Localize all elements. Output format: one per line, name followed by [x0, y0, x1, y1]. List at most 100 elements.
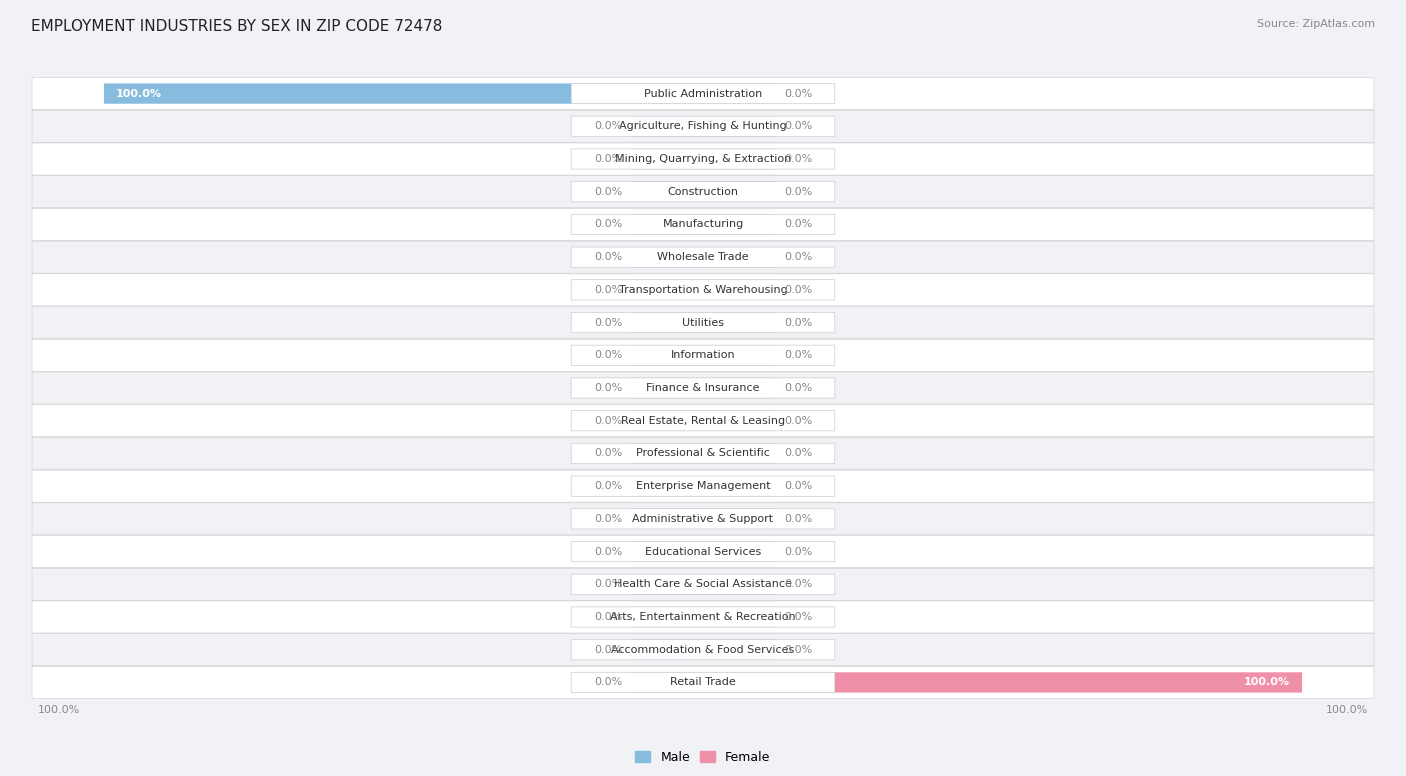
- Text: 0.0%: 0.0%: [593, 317, 621, 327]
- FancyBboxPatch shape: [32, 274, 1374, 306]
- FancyBboxPatch shape: [571, 345, 835, 365]
- FancyBboxPatch shape: [703, 672, 1302, 692]
- Text: 100.0%: 100.0%: [115, 88, 162, 99]
- FancyBboxPatch shape: [571, 84, 835, 104]
- Text: 0.0%: 0.0%: [785, 252, 813, 262]
- FancyBboxPatch shape: [32, 568, 1374, 601]
- Text: Educational Services: Educational Services: [645, 546, 761, 556]
- FancyBboxPatch shape: [703, 476, 775, 497]
- FancyBboxPatch shape: [703, 443, 775, 463]
- Text: Construction: Construction: [668, 187, 738, 197]
- Text: 0.0%: 0.0%: [593, 677, 621, 688]
- FancyBboxPatch shape: [32, 601, 1374, 633]
- FancyBboxPatch shape: [32, 175, 1374, 208]
- Text: Administrative & Support: Administrative & Support: [633, 514, 773, 524]
- Text: Source: ZipAtlas.com: Source: ZipAtlas.com: [1257, 19, 1375, 29]
- FancyBboxPatch shape: [631, 182, 703, 202]
- Text: Agriculture, Fishing & Hunting: Agriculture, Fishing & Hunting: [619, 121, 787, 131]
- FancyBboxPatch shape: [631, 574, 703, 594]
- FancyBboxPatch shape: [571, 542, 835, 562]
- FancyBboxPatch shape: [571, 411, 835, 431]
- FancyBboxPatch shape: [571, 313, 835, 333]
- FancyBboxPatch shape: [703, 607, 775, 627]
- Text: 0.0%: 0.0%: [785, 645, 813, 655]
- FancyBboxPatch shape: [703, 411, 775, 431]
- FancyBboxPatch shape: [703, 182, 775, 202]
- Text: 0.0%: 0.0%: [593, 416, 621, 426]
- Text: 0.0%: 0.0%: [785, 350, 813, 360]
- Text: EMPLOYMENT INDUSTRIES BY SEX IN ZIP CODE 72478: EMPLOYMENT INDUSTRIES BY SEX IN ZIP CODE…: [31, 19, 443, 34]
- Text: 0.0%: 0.0%: [785, 612, 813, 622]
- Text: Finance & Insurance: Finance & Insurance: [647, 383, 759, 393]
- Text: 0.0%: 0.0%: [593, 220, 621, 230]
- Text: 0.0%: 0.0%: [593, 481, 621, 491]
- Text: 0.0%: 0.0%: [593, 252, 621, 262]
- FancyBboxPatch shape: [703, 313, 775, 333]
- Text: 0.0%: 0.0%: [593, 579, 621, 589]
- FancyBboxPatch shape: [571, 476, 835, 497]
- Text: 0.0%: 0.0%: [593, 187, 621, 197]
- FancyBboxPatch shape: [703, 84, 775, 104]
- Text: Public Administration: Public Administration: [644, 88, 762, 99]
- Text: 0.0%: 0.0%: [785, 121, 813, 131]
- Text: 100.0%: 100.0%: [1244, 677, 1291, 688]
- FancyBboxPatch shape: [703, 639, 775, 660]
- FancyBboxPatch shape: [571, 574, 835, 594]
- Text: 0.0%: 0.0%: [785, 416, 813, 426]
- FancyBboxPatch shape: [32, 535, 1374, 567]
- FancyBboxPatch shape: [32, 339, 1374, 371]
- FancyBboxPatch shape: [631, 149, 703, 169]
- FancyBboxPatch shape: [571, 639, 835, 660]
- FancyBboxPatch shape: [32, 634, 1374, 666]
- FancyBboxPatch shape: [32, 78, 1374, 109]
- FancyBboxPatch shape: [703, 574, 775, 594]
- Text: Transportation & Warehousing: Transportation & Warehousing: [619, 285, 787, 295]
- Text: 0.0%: 0.0%: [593, 514, 621, 524]
- Text: Information: Information: [671, 350, 735, 360]
- FancyBboxPatch shape: [703, 345, 775, 365]
- FancyBboxPatch shape: [703, 116, 775, 137]
- FancyBboxPatch shape: [631, 639, 703, 660]
- Text: 0.0%: 0.0%: [785, 383, 813, 393]
- FancyBboxPatch shape: [631, 542, 703, 562]
- Text: 0.0%: 0.0%: [785, 514, 813, 524]
- FancyBboxPatch shape: [32, 404, 1374, 437]
- FancyBboxPatch shape: [32, 438, 1374, 469]
- Text: 0.0%: 0.0%: [593, 383, 621, 393]
- FancyBboxPatch shape: [631, 411, 703, 431]
- FancyBboxPatch shape: [571, 607, 835, 627]
- FancyBboxPatch shape: [32, 209, 1374, 241]
- Text: 0.0%: 0.0%: [785, 154, 813, 164]
- FancyBboxPatch shape: [32, 143, 1374, 175]
- FancyBboxPatch shape: [631, 279, 703, 300]
- FancyBboxPatch shape: [571, 149, 835, 169]
- Text: 0.0%: 0.0%: [593, 546, 621, 556]
- FancyBboxPatch shape: [631, 247, 703, 267]
- Text: 0.0%: 0.0%: [785, 220, 813, 230]
- FancyBboxPatch shape: [631, 345, 703, 365]
- Text: 0.0%: 0.0%: [593, 350, 621, 360]
- FancyBboxPatch shape: [32, 470, 1374, 502]
- FancyBboxPatch shape: [703, 214, 775, 234]
- Text: 0.0%: 0.0%: [785, 481, 813, 491]
- Text: Mining, Quarrying, & Extraction: Mining, Quarrying, & Extraction: [614, 154, 792, 164]
- Text: 0.0%: 0.0%: [785, 88, 813, 99]
- Text: Enterprise Management: Enterprise Management: [636, 481, 770, 491]
- Text: Utilities: Utilities: [682, 317, 724, 327]
- Legend: Male, Female: Male, Female: [630, 746, 776, 769]
- Text: 0.0%: 0.0%: [593, 612, 621, 622]
- FancyBboxPatch shape: [571, 509, 835, 529]
- FancyBboxPatch shape: [703, 542, 775, 562]
- Text: 0.0%: 0.0%: [593, 285, 621, 295]
- Text: 0.0%: 0.0%: [785, 285, 813, 295]
- FancyBboxPatch shape: [631, 607, 703, 627]
- FancyBboxPatch shape: [571, 443, 835, 463]
- FancyBboxPatch shape: [703, 279, 775, 300]
- Text: 0.0%: 0.0%: [785, 546, 813, 556]
- Text: 0.0%: 0.0%: [593, 449, 621, 459]
- Text: Health Care & Social Assistance: Health Care & Social Assistance: [614, 579, 792, 589]
- FancyBboxPatch shape: [32, 503, 1374, 535]
- FancyBboxPatch shape: [104, 84, 703, 104]
- FancyBboxPatch shape: [32, 667, 1374, 698]
- FancyBboxPatch shape: [631, 116, 703, 137]
